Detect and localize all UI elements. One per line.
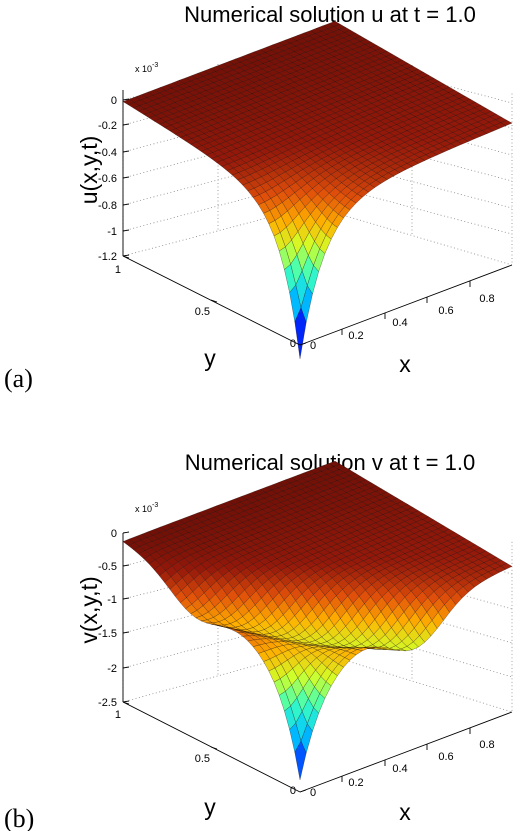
z-tick-label: -0.5 xyxy=(98,561,117,573)
x-tick-label: 0.4 xyxy=(392,763,407,775)
panel-label: (a) xyxy=(4,364,33,393)
z-tick-label: 0 xyxy=(111,528,117,540)
x-tick-label: 0.6 xyxy=(438,305,453,317)
z-axis-ticks: -2.5 -2 -1.5 -1 -0.5 0 xyxy=(98,528,130,709)
x-tick-label: 0 xyxy=(310,787,316,799)
x-tick-label: 0.8 xyxy=(479,739,494,751)
x-tick-label: 0.8 xyxy=(479,293,494,305)
chart-title: Numerical solution u at t = 1.0 xyxy=(184,2,476,27)
surface-patch xyxy=(294,307,307,359)
z-tick-label: -0.2 xyxy=(98,120,117,132)
y-tick-label: 1 xyxy=(115,264,121,276)
y-axis-label: y xyxy=(204,794,216,820)
z-multiplier: x 10-3 xyxy=(135,502,158,514)
y-axis-ticks: 1 0.5 0 xyxy=(115,255,307,350)
z-tick-label: -1.2 xyxy=(98,251,117,263)
x-axis-ticks: 0 0.2 0.4 0.6 0.8 xyxy=(310,728,495,799)
y-tick-label: 1 xyxy=(115,709,121,721)
z-multiplier: x 10-3 xyxy=(135,62,158,74)
z-tick-label: -0.6 xyxy=(98,173,117,185)
surface-patch xyxy=(294,740,307,780)
z-axis-label: v(x,y,t) xyxy=(76,576,102,643)
z-tick-label: -1.5 xyxy=(98,628,117,640)
z-tick-label: -2 xyxy=(107,663,117,675)
z-tick-label: -1 xyxy=(107,594,117,606)
x-tick-label: 0.6 xyxy=(438,751,453,763)
z-tick-label: -0.8 xyxy=(98,200,117,212)
y-tick-label: 0.5 xyxy=(195,753,210,765)
z-tick-label: -2.5 xyxy=(98,697,117,709)
x-tick-label: 0.4 xyxy=(392,317,407,329)
x-tick-label: 0.2 xyxy=(348,330,363,342)
x-axis-label: x xyxy=(399,351,411,377)
x-axis-label: x xyxy=(399,799,411,825)
x-tick-label: 0.2 xyxy=(348,777,363,789)
z-tick-label: -1 xyxy=(107,226,117,238)
y-axis-ticks: 1 0.5 0 xyxy=(115,701,307,797)
surface-plot-v: Numerical solution v at t = 1.0 xyxy=(4,450,513,831)
z-axis-ticks: -1.2 -1 -0.8 -0.6 -0.4 -0.2 0 xyxy=(98,95,130,263)
y-tick-label: 0 xyxy=(290,785,296,797)
z-tick-label: 0 xyxy=(111,95,117,107)
y-tick-label: 0 xyxy=(290,338,296,350)
surface-mesh xyxy=(122,460,513,780)
z-tick-label: -0.4 xyxy=(98,147,117,159)
surface-mesh xyxy=(122,21,513,359)
y-tick-label: 0.5 xyxy=(195,306,210,318)
y-axis-label: y xyxy=(204,345,216,371)
surface-plot-u: Numerical solution u at t = 1.0 xyxy=(4,2,513,393)
x-tick-label: 0 xyxy=(310,340,316,352)
z-axis-label: u(x,y,t) xyxy=(76,136,102,205)
panel-label: (b) xyxy=(4,804,34,831)
x-axis-ticks: 0 0.2 0.4 0.6 0.8 xyxy=(310,281,495,352)
